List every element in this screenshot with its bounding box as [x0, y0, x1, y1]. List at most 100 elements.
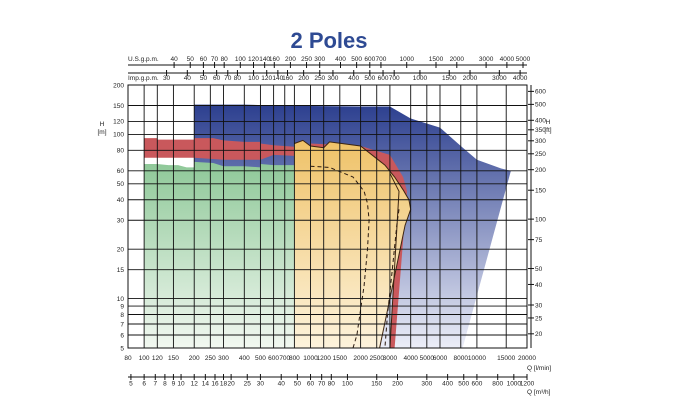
usgpm-tick-label: 40	[170, 56, 178, 63]
m3h-tick-label: 80	[328, 381, 336, 388]
impgpm-tick-label: 600	[378, 75, 389, 82]
impgpm-tick-label: 500	[364, 75, 375, 82]
y-tick-label: 150	[113, 103, 124, 110]
ft-tick-label: 600	[535, 89, 546, 96]
y-tick-label: 50	[117, 181, 125, 188]
usgpm-tick-label: 3000	[479, 56, 494, 63]
usgpm-tick-label: 250	[301, 56, 312, 63]
x-tick-label: 8000	[454, 355, 469, 362]
m3h-tick-label: 12	[191, 381, 199, 388]
x-tick-label: 700	[279, 355, 290, 362]
impgpm-tick-label: 400	[348, 75, 359, 82]
x-tick-label: 400	[239, 355, 250, 362]
m3h-tick-label: 10	[177, 381, 185, 388]
ft-tick-label: 50	[535, 266, 543, 273]
usgpm-tick-label: 160	[269, 56, 280, 63]
impgpm-tick-label: 700	[389, 75, 400, 82]
series-region-4	[144, 161, 295, 348]
y-axis-unit: [m]	[97, 129, 106, 136]
m3h-tick-label: 200	[392, 381, 403, 388]
m3h-tick-label: 300	[421, 381, 432, 388]
ft-tick-label: 200	[535, 167, 546, 174]
impgpm-tick-label: 4000	[513, 75, 528, 82]
y-tick-label: 100	[113, 132, 124, 139]
m3h-tick-label: 400	[442, 381, 453, 388]
m3h-tick-label: 6	[142, 381, 146, 388]
x-tick-label: 10000	[468, 355, 486, 362]
ft-tick-label: 30	[535, 302, 543, 309]
usgpm-axis-label: U.S.g.p.m.	[128, 56, 159, 63]
m3h-tick-label: 800	[492, 381, 503, 388]
m3h-tick-label: 18	[220, 381, 228, 388]
usgpm-tick-label: 5000	[516, 56, 531, 63]
ft-axis-label: H	[546, 119, 551, 126]
usgpm-tick-label: 2000	[450, 56, 465, 63]
usgpm-tick-label: 50	[187, 56, 195, 63]
y-tick-label: 40	[117, 197, 125, 204]
impgpm-tick-label: 100	[248, 75, 259, 82]
y-tick-label: 80	[117, 148, 125, 155]
ft-tick-label: 100	[535, 216, 546, 223]
impgpm-tick-label: 50	[200, 75, 208, 82]
m3h-tick-label: 150	[371, 381, 382, 388]
m3h-tick-label: 7	[153, 381, 157, 388]
y-tick-label: 5	[120, 345, 124, 352]
m3h-tick-label: 5	[129, 381, 133, 388]
usgpm-tick-label: 700	[376, 56, 387, 63]
m3h-tick-label: 16	[211, 381, 219, 388]
impgpm-tick-label: 60	[213, 75, 221, 82]
y-tick-label: 120	[113, 119, 124, 126]
ft-axis-unit: [ft]	[544, 127, 551, 134]
usgpm-tick-label: 80	[221, 56, 229, 63]
usgpm-tick-label: 300	[314, 56, 325, 63]
x-tick-label: 15000	[497, 355, 515, 362]
y-tick-label: 15	[117, 267, 125, 274]
ft-tick-label: 40	[535, 282, 543, 289]
usgpm-tick-label: 120	[248, 56, 259, 63]
ft-tick-label: 250	[535, 151, 546, 158]
y-tick-label: 200	[113, 82, 124, 89]
impgpm-tick-label: 3000	[492, 75, 507, 82]
x-tick-label: 1500	[333, 355, 348, 362]
m3h-tick-label: 20	[228, 381, 236, 388]
m3h-tick-label: 14	[202, 381, 210, 388]
ft-tick-label: 350	[535, 127, 546, 134]
m3h-tick-label: 600	[471, 381, 482, 388]
x-tick-label: 150	[168, 355, 179, 362]
y-axis-label: H	[100, 121, 105, 128]
usgpm-tick-label: 1000	[399, 56, 414, 63]
ft-tick-label: 150	[535, 188, 546, 195]
m3h-tick-label: 8	[163, 381, 167, 388]
x-tick-label: 250	[205, 355, 216, 362]
x-tick-label: 500	[255, 355, 266, 362]
m3h-axis-label: Q [m³/h]	[527, 389, 551, 396]
m3h-tick-label: 70	[318, 381, 326, 388]
impgpm-tick-label: 70	[224, 75, 232, 82]
x-axis-label: Q [l/min]	[527, 365, 551, 372]
x-tick-label: 200	[189, 355, 200, 362]
x-tick-label: 1200	[316, 355, 331, 362]
x-tick-label: 80	[124, 355, 132, 362]
usgpm-tick-label: 1500	[429, 56, 444, 63]
x-tick-label: 800	[289, 355, 300, 362]
x-tick-label: 4000	[403, 355, 418, 362]
x-tick-label: 5000	[420, 355, 435, 362]
usgpm-tick-label: 200	[285, 56, 296, 63]
ft-tick-label: 20	[535, 331, 543, 338]
m3h-tick-label: 1200	[520, 381, 535, 388]
m3h-tick-label: 500	[458, 381, 469, 388]
m3h-tick-label: 50	[294, 381, 302, 388]
plot-frame	[127, 84, 528, 349]
x-tick-label: 1000	[303, 355, 318, 362]
usgpm-tick-label: 70	[211, 56, 219, 63]
outline-line-2	[389, 173, 400, 349]
y-tick-label: 30	[117, 218, 125, 225]
m3h-tick-label: 100	[342, 381, 353, 388]
impgpm-tick-label: 80	[234, 75, 242, 82]
chart-title: 2 Poles	[290, 28, 367, 53]
y-tick-label: 7	[120, 321, 124, 328]
m3h-tick-label: 40	[278, 381, 286, 388]
impgpm-tick-label: 1500	[442, 75, 457, 82]
ft-tick-label: 25	[535, 315, 543, 322]
